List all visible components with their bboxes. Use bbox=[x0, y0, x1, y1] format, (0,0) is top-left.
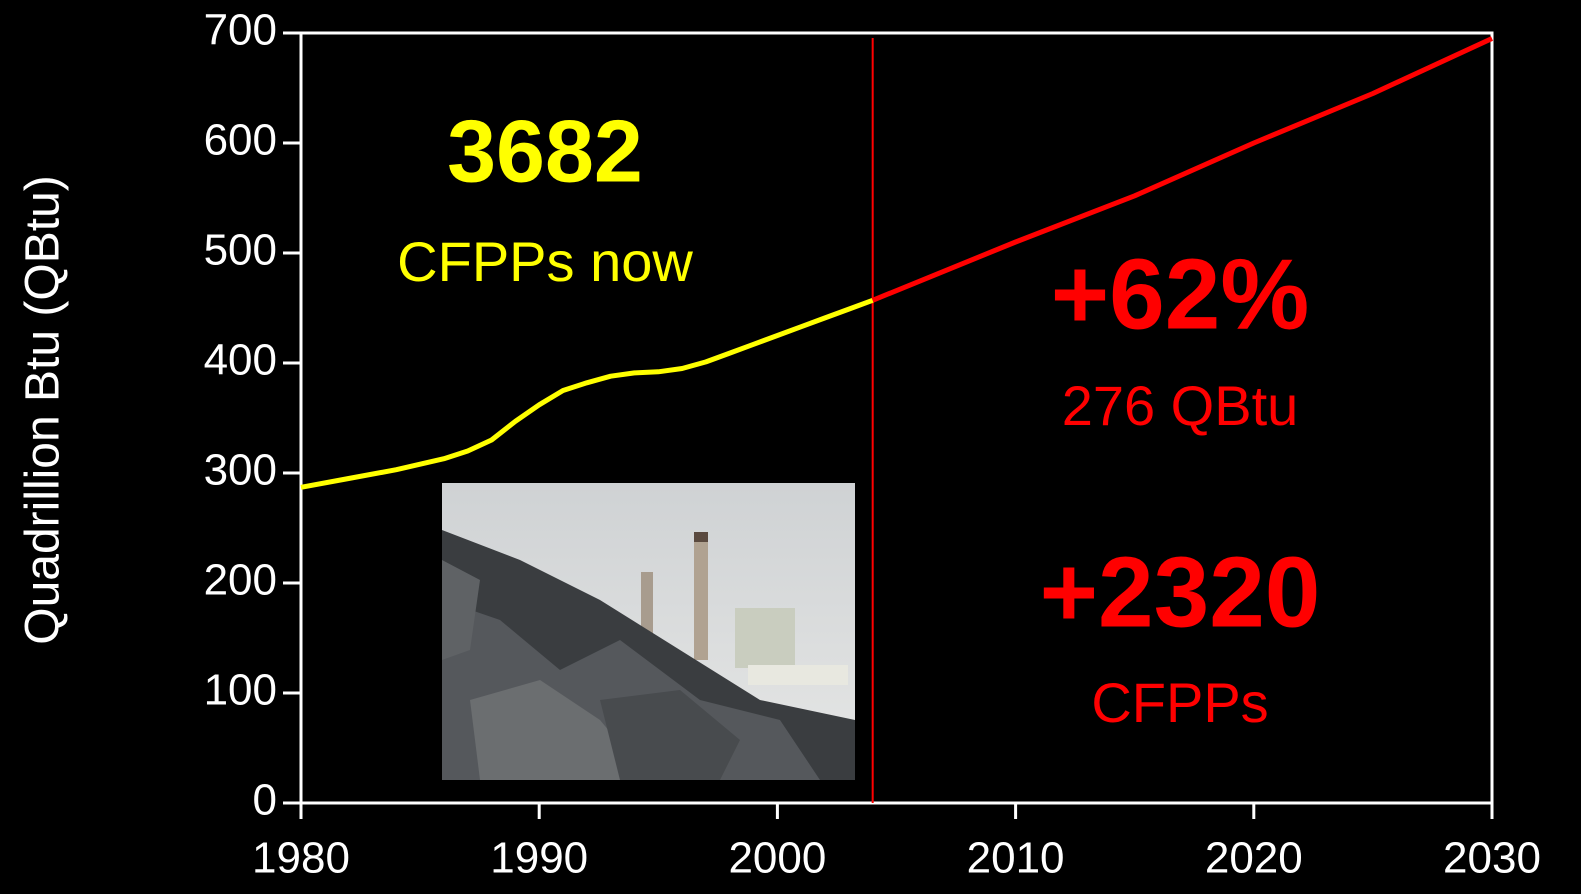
annotation: 276 QBtu bbox=[1062, 374, 1299, 437]
annotation: 3682 bbox=[447, 101, 643, 200]
y-tick-label: 300 bbox=[204, 446, 277, 495]
annotation: CFPPs now bbox=[397, 230, 693, 293]
x-tick-label: 1990 bbox=[490, 834, 588, 883]
y-tick-label: 200 bbox=[204, 556, 277, 605]
x-tick-label: 2010 bbox=[967, 834, 1065, 883]
y-tick-label: 700 bbox=[204, 6, 277, 55]
x-tick-label: 2000 bbox=[728, 834, 826, 883]
y-axis-label: Quadrillion Btu (QBtu) bbox=[17, 175, 70, 645]
x-tick-label: 2020 bbox=[1205, 834, 1303, 883]
y-tick-label: 100 bbox=[204, 666, 277, 715]
data-line bbox=[301, 300, 873, 487]
page: {"chart_data":{"type":"line", "y_label":… bbox=[0, 0, 1581, 894]
chart: 0 100 200 300 400 500 600 700 1980 1990 2000 2010 20… bbox=[0, 0, 1581, 894]
y-tick-label: 0 bbox=[253, 776, 277, 825]
annotation: +62% bbox=[1051, 238, 1310, 350]
y-tick-label: 400 bbox=[204, 336, 277, 385]
y-tick-label: 500 bbox=[204, 226, 277, 275]
photo bbox=[442, 483, 855, 780]
x-tick-label: 2030 bbox=[1443, 834, 1541, 883]
annotation: CFPPs bbox=[1091, 671, 1268, 734]
x-tick-label: 1980 bbox=[252, 834, 350, 883]
y-tick-label: 600 bbox=[204, 116, 277, 165]
annotation: +2320 bbox=[1040, 536, 1321, 648]
